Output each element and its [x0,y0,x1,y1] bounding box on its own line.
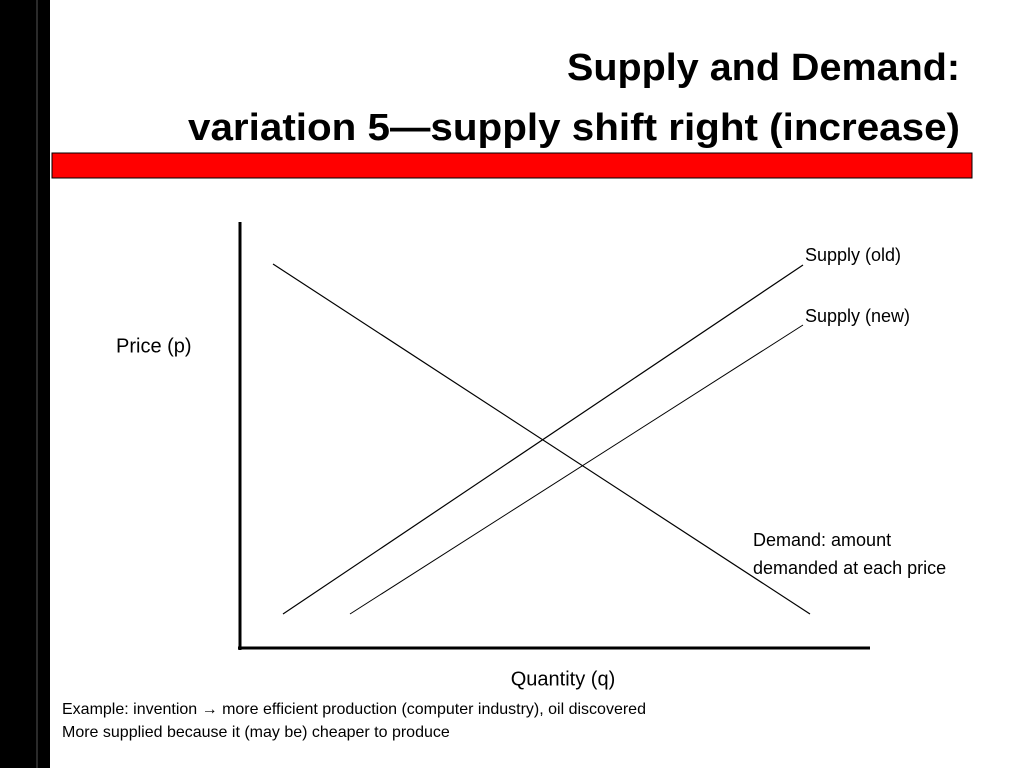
curve-label: Supply (old) [805,245,901,265]
red-bar [51,152,973,179]
curve-label: Supply (new) [805,306,910,326]
supply-old-curve [282,264,804,615]
left-bar [0,0,50,768]
curve-label: demanded at each price [753,558,946,578]
supply-new-curve [349,324,804,615]
x-axis-label: Quantity (q) [511,668,615,690]
demand-curve [272,263,811,615]
curve-label: Demand: amount [753,530,891,550]
title-line2: variation 5—supply shift right (increase… [188,107,960,149]
note: Example: invention → more efficient prod… [62,701,646,718]
title-line1: Supply and Demand: [567,47,960,89]
y-axis-label: Price (p) [116,335,192,357]
note: More supplied because it (may be) cheape… [62,724,450,741]
